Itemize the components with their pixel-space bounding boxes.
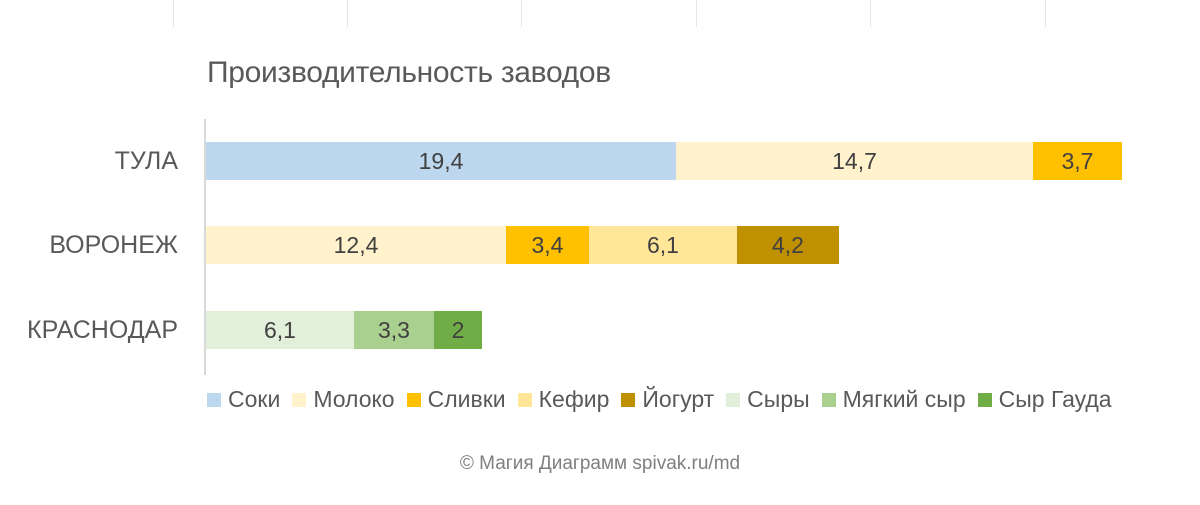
legend-swatch-icon	[207, 392, 221, 407]
legend-swatch-icon	[821, 392, 836, 407]
gridline	[521, 0, 522, 27]
bar-segment-slivki[interactable]: 3,4	[506, 226, 589, 264]
legend-item-syry[interactable]: Сыры	[726, 386, 810, 413]
legend-item-moloko[interactable]: Молоко	[292, 386, 395, 413]
gridline	[870, 0, 871, 27]
legend-swatch-icon	[292, 392, 307, 407]
bar-segment-kefir[interactable]: 6,1	[589, 226, 737, 264]
bar-segment-moloko[interactable]: 12,4	[206, 226, 506, 264]
legend-item-soki[interactable]: Соки	[207, 386, 280, 413]
legend-item-yogurt[interactable]: Йогурт	[621, 386, 714, 413]
gridline	[1045, 0, 1046, 27]
legend-swatch-icon	[621, 392, 636, 407]
bar-segment-myagkiy-syr[interactable]: 3,3	[354, 311, 434, 349]
legend: Соки Молоко Сливки Кефир Йогурт Сыры Мяг…	[207, 386, 1124, 413]
bar-segment-yogurt[interactable]: 4,2	[737, 226, 839, 264]
legend-swatch-icon	[517, 392, 532, 407]
legend-label: Кефир	[538, 386, 610, 412]
legend-label: Сыры	[747, 386, 810, 412]
legend-swatch-icon	[726, 392, 741, 407]
legend-item-kefir[interactable]: Кефир	[517, 386, 610, 413]
bar-tula: 19,4 14,7 3,7	[206, 142, 1122, 180]
legend-label: Сыр Гауда	[998, 386, 1112, 412]
bar-segment-syry[interactable]: 6,1	[206, 311, 354, 349]
legend-label: Йогурт	[642, 386, 715, 412]
legend-swatch-icon	[977, 392, 992, 407]
legend-label: Сливки	[427, 386, 506, 412]
legend-item-syr-gauda[interactable]: Сыр Гауда	[977, 386, 1112, 413]
category-label-voronezh: ВОРОНЕЖ	[49, 231, 178, 259]
legend-swatch-icon	[406, 392, 421, 407]
category-label-krasnodar: КРАСНОДАР	[27, 316, 178, 344]
legend-item-myagkiy-syr[interactable]: Мягкий сыр	[821, 386, 966, 413]
legend-item-slivki[interactable]: Сливки	[406, 386, 506, 413]
bar-segment-moloko[interactable]: 14,7	[676, 142, 1033, 180]
bar-segment-syr-gauda[interactable]: 2	[434, 311, 482, 349]
bar-krasnodar: 6,1 3,3 2	[206, 311, 482, 349]
gridline	[173, 0, 174, 27]
chart-title: Производительность заводов	[207, 56, 611, 89]
gridline	[347, 0, 348, 27]
gridline	[696, 0, 697, 27]
legend-label: Мягкий сыр	[842, 386, 966, 412]
legend-label: Молоко	[313, 386, 395, 412]
bar-voronezh: 12,4 3,4 6,1 4,2	[206, 226, 839, 264]
category-label-tula: ТУЛА	[114, 147, 178, 175]
copyright-footer: © Магия Диаграмм spivak.ru/md	[459, 453, 741, 474]
bar-segment-soki[interactable]: 19,4	[206, 142, 676, 180]
bar-segment-slivki[interactable]: 3,7	[1033, 142, 1122, 180]
legend-label: Соки	[228, 386, 281, 412]
category-axis-line	[204, 119, 206, 375]
